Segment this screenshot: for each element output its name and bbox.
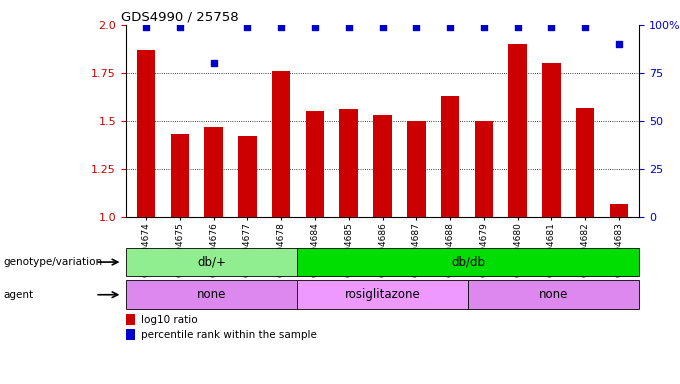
Bar [238,136,256,217]
Bar [339,109,358,217]
Bar [407,121,426,217]
Point [445,24,456,30]
Bar [204,127,223,217]
Point [309,24,320,30]
Point [479,24,490,30]
Bar [126,314,135,325]
Text: percentile rank within the sample: percentile rank within the sample [141,330,317,340]
Bar [297,280,468,309]
Bar [475,121,493,217]
Point [343,24,354,30]
Point [242,24,253,30]
Point [275,24,286,30]
Bar [305,111,324,217]
Bar [509,44,527,217]
Text: agent: agent [3,290,33,300]
Bar [137,50,155,217]
Point [546,24,557,30]
Bar [610,204,628,217]
Bar [441,96,460,217]
Text: db/+: db/+ [197,256,226,268]
Bar [542,63,561,217]
Point [174,24,185,30]
Text: genotype/variation: genotype/variation [3,257,103,267]
Point [613,41,624,47]
Bar [126,280,297,309]
Bar [373,115,392,217]
Text: none: none [197,288,226,301]
Text: db/db: db/db [451,256,485,268]
Text: none: none [539,288,568,301]
Bar [126,248,297,276]
Point [141,24,152,30]
Bar [272,71,290,217]
Point [411,24,422,30]
Bar [576,108,594,217]
Bar [171,134,189,217]
Text: GDS4990 / 25758: GDS4990 / 25758 [120,11,238,24]
Text: log10 ratio: log10 ratio [141,314,198,324]
Bar [126,329,135,340]
Point [580,24,591,30]
Bar [468,280,639,309]
Bar [297,248,639,276]
Text: rosiglitazone: rosiglitazone [345,288,420,301]
Point [512,24,523,30]
Point [208,60,219,66]
Point [377,24,388,30]
